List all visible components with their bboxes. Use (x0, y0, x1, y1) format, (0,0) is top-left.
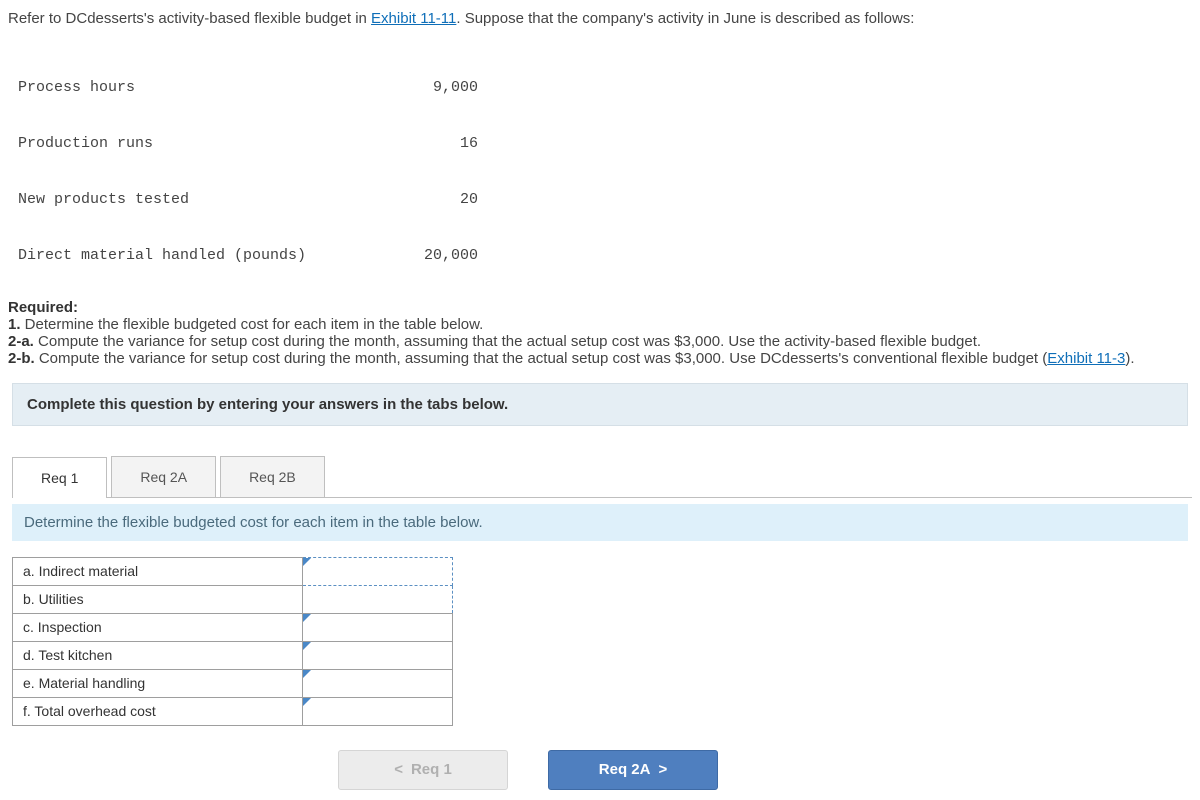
answer-table: a. Indirect material b. Utilities c. Ins… (12, 557, 453, 726)
cell-marker-icon (303, 670, 311, 678)
row-label: b. Utilities (13, 585, 303, 613)
req2b-bold: 2-b. (8, 350, 35, 367)
tab-req-2b[interactable]: Req 2B (220, 456, 325, 497)
exhibit-11-3-link[interactable]: Exhibit 11-3 (1047, 350, 1125, 367)
activity-label: Direct material handled (pounds) (18, 247, 398, 266)
activity-data-block: Process hours9,000 Production runs16 New… (18, 41, 1192, 285)
row-label: d. Test kitchen (13, 641, 303, 669)
activity-label: New products tested (18, 191, 398, 210)
chevron-right-icon: > (658, 761, 667, 778)
answer-input-a[interactable] (303, 557, 453, 585)
activity-value: 9,000 (398, 79, 478, 98)
required-heading: Required: (8, 299, 78, 316)
prev-button: < Req 1 (338, 750, 508, 790)
req1-bold: 1. (8, 316, 21, 333)
row-label: c. Inspection (13, 613, 303, 641)
chevron-left-icon: < (394, 761, 403, 778)
table-row: f. Total overhead cost (13, 697, 453, 725)
nav-row: < Req 1 Req 2A > (338, 750, 1192, 790)
cell-marker-icon (303, 698, 311, 706)
req2b-post: ). (1125, 350, 1134, 367)
activity-value: 20 (398, 191, 478, 210)
required-section: Required: 1. Determine the flexible budg… (8, 299, 1192, 367)
tabs-row: Req 1 Req 2A Req 2B (12, 456, 1192, 497)
activity-value: 20,000 (398, 247, 478, 266)
activity-value: 16 (398, 135, 478, 154)
req2a-bold: 2-a. (8, 333, 34, 350)
answer-input-d[interactable] (303, 641, 453, 669)
instruction-bar: Complete this question by entering your … (12, 383, 1188, 426)
cell-marker-icon (303, 558, 311, 566)
activity-label: Process hours (18, 79, 398, 98)
prev-label: Req 1 (411, 761, 452, 778)
cell-marker-icon (303, 642, 311, 650)
answer-input-f[interactable] (303, 697, 453, 725)
tab-req-2a[interactable]: Req 2A (111, 456, 216, 497)
table-row: d. Test kitchen (13, 641, 453, 669)
answer-input-b[interactable] (303, 585, 453, 613)
row-label: a. Indirect material (13, 557, 303, 585)
table-row: e. Material handling (13, 669, 453, 697)
answer-input-c[interactable] (303, 613, 453, 641)
table-row: a. Indirect material (13, 557, 453, 585)
intro-post: . Suppose that the company's activity in… (456, 10, 914, 27)
req1-text: Determine the flexible budgeted cost for… (21, 316, 484, 333)
cell-marker-icon (303, 614, 311, 622)
activity-label: Production runs (18, 135, 398, 154)
table-row: c. Inspection (13, 613, 453, 641)
table-row: b. Utilities (13, 585, 453, 613)
tab-req-1[interactable]: Req 1 (12, 457, 107, 498)
sub-instruction: Determine the flexible budgeted cost for… (12, 504, 1188, 541)
exhibit-11-11-link[interactable]: Exhibit 11-11 (371, 10, 456, 27)
req2b-pre: Compute the variance for setup cost duri… (35, 350, 1048, 367)
row-label: e. Material handling (13, 669, 303, 697)
next-label: Req 2A (599, 761, 651, 778)
req2a-text: Compute the variance for setup cost duri… (34, 333, 981, 350)
intro-pre: Refer to DCdesserts's activity-based fle… (8, 10, 371, 27)
row-label: f. Total overhead cost (13, 697, 303, 725)
intro-text: Refer to DCdesserts's activity-based fle… (8, 10, 1192, 27)
next-button[interactable]: Req 2A > (548, 750, 718, 790)
answer-input-e[interactable] (303, 669, 453, 697)
tab-underline (12, 497, 1192, 498)
